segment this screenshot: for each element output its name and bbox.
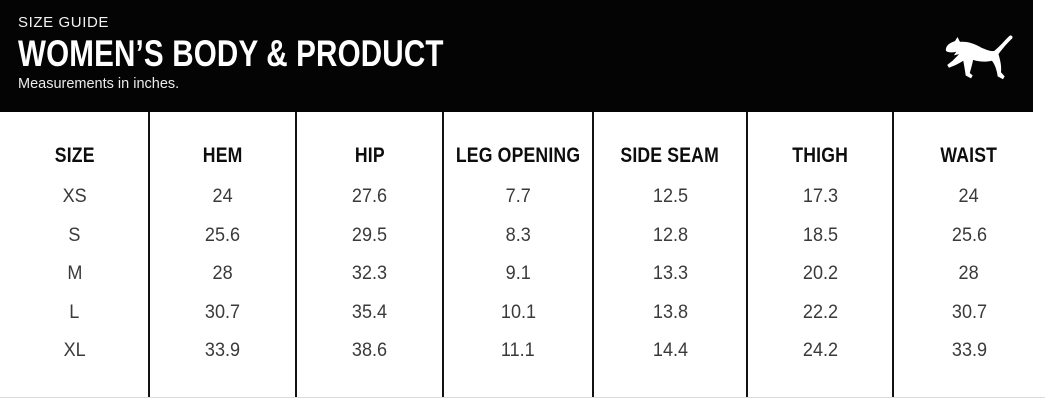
table-cell: 25.6 (204, 224, 241, 246)
column-header-waist: WAIST (940, 144, 998, 167)
table-cell: 33.9 (204, 340, 241, 362)
table-cell: 29.5 (351, 224, 388, 246)
table-cell: 35.4 (351, 301, 388, 323)
column-header-size: SIZE (54, 144, 95, 167)
size-label-cell: XS (62, 186, 87, 208)
column-header-hip: HIP (354, 144, 385, 167)
table-cell: 33.9 (951, 340, 987, 362)
table-cell: 20.2 (802, 263, 838, 285)
column-divider (148, 112, 150, 397)
table-cell: 7.7 (505, 186, 531, 208)
table-cell: 25.6 (951, 224, 987, 246)
table-cell: 32.3 (351, 263, 388, 285)
column-header-side-seam: SIDE SEAM (620, 144, 720, 167)
table-cell: 14.4 (652, 340, 688, 362)
table-cell: 8.3 (505, 224, 531, 246)
header-text-block: SIZE GUIDE WOMEN’S BODY & PRODUCT Measur… (18, 14, 550, 92)
column-divider (295, 112, 297, 397)
page-title: WOMEN’S BODY & PRODUCT (18, 33, 444, 74)
puma-logo-icon (937, 26, 1019, 86)
table-cell: 12.8 (652, 224, 688, 246)
table-cell: 30.7 (204, 301, 241, 323)
size-label-cell: XL (63, 340, 86, 362)
column-divider (746, 112, 748, 397)
table-cell: 30.7 (951, 301, 987, 323)
table-cell: 28 (212, 263, 233, 285)
table-cell: 12.5 (652, 186, 688, 208)
size-table-grid: SIZE HEM HIP LEG OPENING SIDE SEAM THIGH… (0, 112, 1045, 371)
column-divider (892, 112, 894, 397)
column-header-leg-opening: LEG OPENING (455, 144, 581, 167)
size-guide-label: SIZE GUIDE (18, 14, 110, 31)
table-cell: 18.5 (802, 224, 838, 246)
column-header-hem: HEM (202, 144, 243, 167)
table-cell: 17.3 (802, 186, 838, 208)
table-cell: 27.6 (351, 186, 388, 208)
table-cell: 11.1 (501, 340, 535, 362)
table-cell: 38.6 (351, 340, 388, 362)
column-divider (592, 112, 594, 397)
table-cell: 24.2 (802, 340, 838, 362)
header-banner: SIZE GUIDE WOMEN’S BODY & PRODUCT Measur… (0, 0, 1033, 112)
table-cell: 10.1 (500, 301, 536, 323)
size-label-cell: M (66, 263, 83, 285)
table-cell: 28 (958, 263, 980, 285)
table-cell: 13.3 (652, 263, 688, 285)
table-cell: 13.8 (652, 301, 688, 323)
units-note: Measurements in inches. (18, 76, 180, 92)
table-cell: 9.1 (505, 263, 531, 285)
table-cell: 24 (212, 186, 233, 208)
size-table: SIZE HEM HIP LEG OPENING SIDE SEAM THIGH… (0, 112, 1045, 398)
table-cell: 22.2 (802, 301, 838, 323)
column-header-thigh: THIGH (792, 144, 848, 167)
size-label-cell: L (69, 301, 80, 323)
column-divider (442, 112, 444, 397)
table-cell: 24 (958, 186, 980, 208)
size-label-cell: S (68, 224, 81, 246)
